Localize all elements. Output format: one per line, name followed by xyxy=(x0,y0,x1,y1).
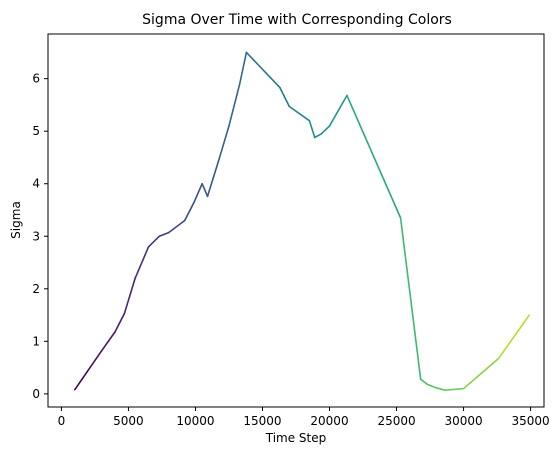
sigma-line-segment xyxy=(183,201,195,222)
y-tick-label: 1 xyxy=(32,334,40,348)
sigma-line-segment xyxy=(462,357,500,390)
sigma-line-segment xyxy=(288,105,311,122)
y-tick-label: 3 xyxy=(32,229,40,243)
sigma-line-segment xyxy=(245,51,281,89)
sigma-line-segment xyxy=(328,94,348,127)
sigma-line-segment xyxy=(320,125,331,135)
sigma-line-segment xyxy=(158,231,170,238)
x-tick-label: 25000 xyxy=(377,414,415,428)
sigma-line-segment xyxy=(123,277,136,315)
sigma-line-segment xyxy=(147,235,161,248)
sigma-line-segment xyxy=(218,125,230,159)
sigma-line-segment xyxy=(434,386,446,391)
plot-frame xyxy=(47,33,545,408)
sigma-line-segment xyxy=(238,51,248,85)
x-tick-label: 35000 xyxy=(512,414,550,428)
sigma-line-segment xyxy=(100,331,116,352)
sigma-line-segment xyxy=(134,245,150,280)
y-tick-label: 4 xyxy=(32,177,40,191)
sigma-line-segment xyxy=(346,94,402,219)
sigma-line-segment xyxy=(399,217,422,380)
sigma-line-segment xyxy=(419,378,429,386)
sigma-line-segment xyxy=(279,86,291,108)
x-axis-label: Time Step xyxy=(265,431,327,445)
x-axis-ticks: 0 5000 10000 15000 20000 25000 30000 35000 xyxy=(58,407,550,428)
sigma-line-segment xyxy=(228,83,241,127)
x-tick-label: 0 xyxy=(58,414,66,428)
y-tick-label: 6 xyxy=(32,72,40,86)
y-tick-label: 0 xyxy=(32,387,40,401)
x-tick-label: 30000 xyxy=(444,414,482,428)
sigma-line-segment xyxy=(114,312,126,333)
sigma-line-segment xyxy=(201,182,209,198)
x-tick-label: 5000 xyxy=(113,414,144,428)
chart-title: Sigma Over Time with Corresponding Color… xyxy=(142,12,452,28)
sigma-line-segment xyxy=(497,314,531,360)
sigma-line-segment xyxy=(87,349,103,372)
sigma-line-segment xyxy=(74,369,90,391)
sigma-line-segment xyxy=(206,156,221,198)
x-tick-label: 20000 xyxy=(310,414,348,428)
sigma-line-segment xyxy=(193,182,203,203)
sigma-line-segment xyxy=(167,219,186,234)
sigma-line-segment xyxy=(443,387,465,391)
series-layer xyxy=(74,51,531,391)
y-tick-label: 5 xyxy=(32,124,40,138)
x-tick-label: 10000 xyxy=(176,414,214,428)
sigma-line-segment xyxy=(426,383,437,389)
y-axis-label: Sigma xyxy=(9,201,23,239)
sigma-line-segment xyxy=(313,133,323,139)
y-tick-label: 2 xyxy=(32,282,40,296)
x-tick-label: 15000 xyxy=(243,414,281,428)
y-axis-ticks: 0 1 2 3 4 5 6 xyxy=(32,72,48,401)
sigma-line-segment xyxy=(308,119,316,139)
